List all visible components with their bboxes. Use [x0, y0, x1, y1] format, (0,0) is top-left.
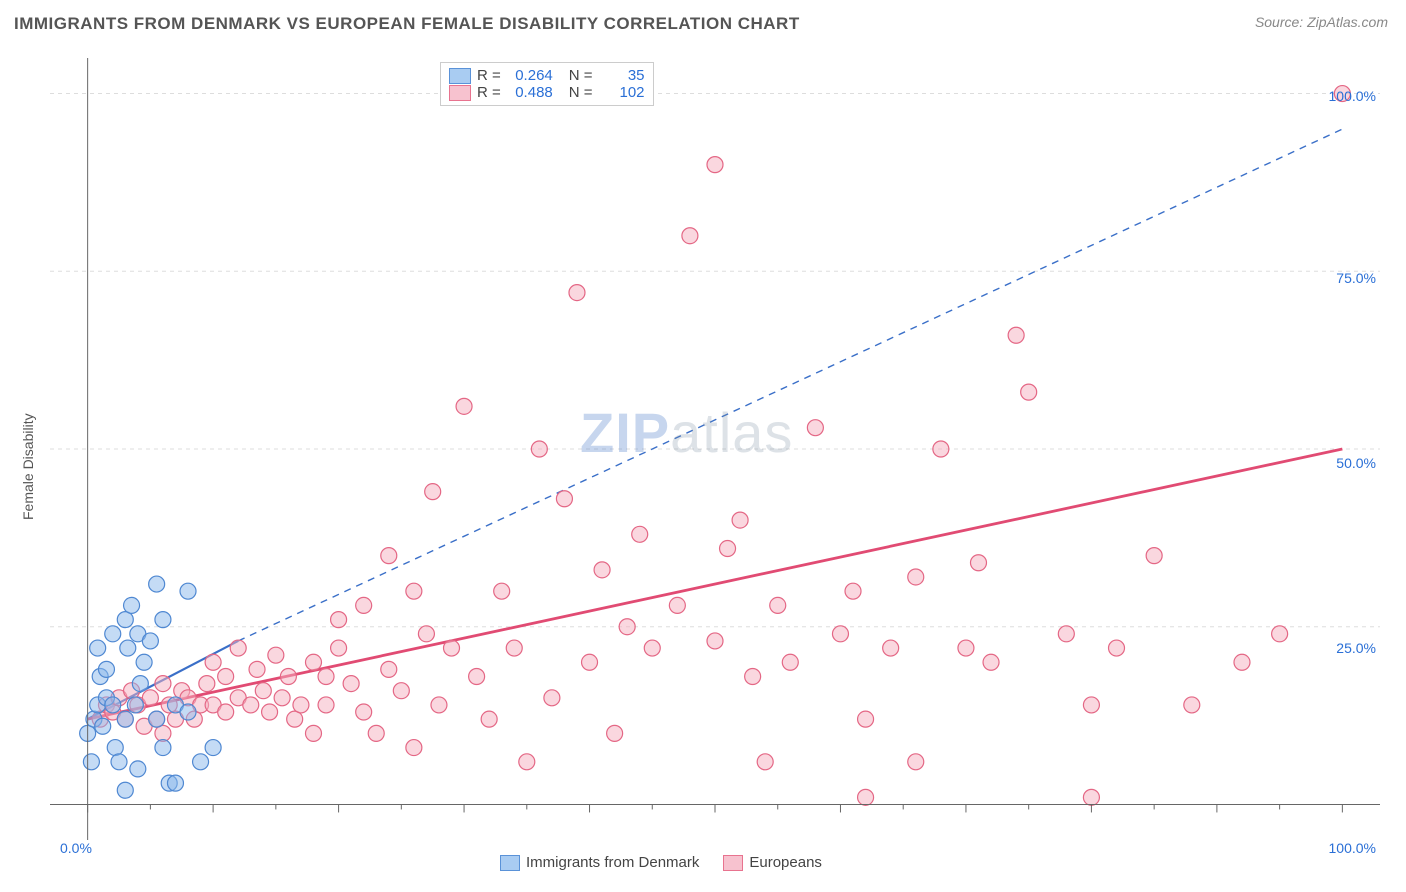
r-label: R = — [477, 67, 501, 84]
legend-swatch — [500, 855, 520, 871]
n-label: N = — [569, 84, 593, 101]
y-axis-label: Female Disability — [20, 413, 36, 520]
r-value: 0.488 — [507, 84, 553, 101]
y-tick-50: 50.0% — [1336, 455, 1376, 471]
legend-label: Europeans — [749, 854, 822, 871]
y-tick-75: 75.0% — [1336, 270, 1376, 286]
n-label: N = — [569, 67, 593, 84]
legend-swatch — [449, 85, 471, 101]
n-value: 35 — [599, 67, 645, 84]
legend-item: Immigrants from Denmark — [500, 854, 699, 871]
legend-swatch — [449, 68, 471, 84]
scatter-plot — [50, 58, 1380, 840]
legend-item: Europeans — [723, 854, 822, 871]
legend-row: R = 0.264 N = 35 — [449, 67, 645, 84]
legend-row: R = 0.488 N = 102 — [449, 84, 645, 101]
r-label: R = — [477, 84, 501, 101]
x-tick-100: 100.0% — [1329, 840, 1376, 856]
legend-label: Immigrants from Denmark — [526, 854, 699, 871]
y-tick-100: 100.0% — [1329, 88, 1376, 104]
r-value: 0.264 — [507, 67, 553, 84]
chart-title: IMMIGRANTS FROM DENMARK VS EUROPEAN FEMA… — [14, 14, 800, 34]
legend-swatch — [723, 855, 743, 871]
n-value: 102 — [599, 84, 645, 101]
source-credit: Source: ZipAtlas.com — [1255, 14, 1388, 30]
y-tick-25: 25.0% — [1336, 640, 1376, 656]
chart-container: IMMIGRANTS FROM DENMARK VS EUROPEAN FEMA… — [0, 0, 1406, 892]
correlation-legend: R = 0.264 N = 35 R = 0.488 N = 102 — [440, 62, 654, 106]
series-legend: Immigrants from Denmark Europeans — [500, 854, 822, 871]
y-tick-0: 0.0% — [60, 840, 92, 856]
